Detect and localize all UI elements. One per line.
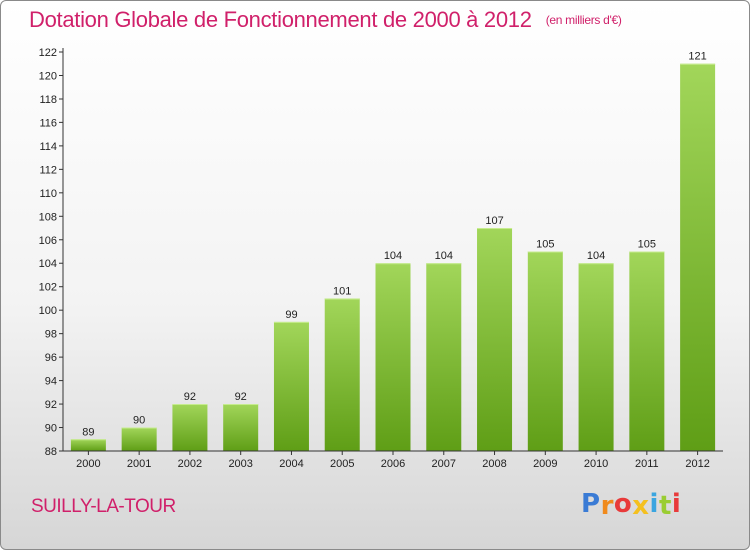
x-axis: 2000 2001 2002 2003 2004 2005 2006 2007 2008 2009…	[63, 450, 723, 470]
x-tick-label: 2006	[381, 458, 405, 470]
x-tick-label: 2011	[635, 458, 659, 470]
data-label: 107	[485, 215, 503, 227]
y-tick-label: 104	[39, 258, 57, 270]
y-tick-label: 102	[39, 282, 57, 294]
data-label: 99	[285, 309, 297, 321]
data-label: 104	[435, 250, 453, 262]
data-label: 105	[536, 239, 554, 251]
bars: 89 90 92 92 99 101 104 104 107 105 104 105 121	[70, 51, 716, 452]
bar-2011	[629, 251, 665, 451]
data-label: 101	[333, 285, 351, 297]
logo-letter: i	[649, 489, 659, 519]
bar-2000	[70, 439, 106, 451]
y-tick-label: 120	[39, 70, 57, 82]
bar-2005	[324, 298, 360, 451]
bar-2007	[426, 263, 462, 451]
bar-2002	[172, 404, 208, 451]
y-tick-label: 106	[39, 235, 57, 247]
x-tick-label: 2008	[482, 458, 506, 470]
y-tick-label: 112	[39, 164, 57, 176]
logo-letter: i	[671, 489, 682, 519]
data-label: 104	[587, 250, 605, 262]
logo-letter: x	[632, 491, 650, 521]
logo-letter: r	[600, 491, 614, 521]
place-name: SUILLY-LA-TOUR	[31, 496, 176, 517]
data-label: 121	[688, 51, 706, 63]
y-tick-label: 100	[39, 305, 57, 317]
bar-2001	[121, 427, 157, 451]
data-label: 92	[184, 391, 196, 403]
y-tick-label: 114	[39, 141, 57, 153]
x-tick-label: 2004	[279, 458, 303, 470]
x-tick-label: 2007	[432, 458, 456, 470]
data-label: 104	[384, 250, 402, 262]
bar-2006	[375, 263, 411, 451]
y-tick-label: 122	[39, 47, 57, 59]
x-tick-label: 2001	[127, 458, 151, 470]
y-tick-label: 116	[39, 117, 57, 129]
bar-2010	[578, 263, 614, 451]
y-tick-label: 118	[39, 94, 57, 106]
logo-letter: t	[658, 491, 672, 521]
y-tick-label: 96	[45, 352, 57, 364]
data-label: 90	[133, 415, 145, 427]
x-tick-label: 2010	[584, 458, 608, 470]
y-axis: 88 90 92 94 96 98 100 102 104 106 108 110 112 114 116 1…	[39, 47, 64, 458]
y-tick-label: 94	[45, 376, 57, 388]
title-text: Dotation Globale de Fonctionnement de 20…	[29, 7, 532, 32]
y-tick-label: 110	[39, 188, 57, 200]
x-tick-label: 2012	[685, 458, 709, 470]
x-tick-label: 2009	[533, 458, 557, 470]
data-label: 89	[82, 426, 94, 438]
chart-title: Dotation Globale de Fonctionnement de 20…	[29, 7, 622, 33]
x-tick-label: 2003	[228, 458, 252, 470]
logo-letter: o	[613, 489, 633, 519]
x-tick-label: 2000	[76, 458, 100, 470]
bar-2004	[273, 321, 309, 451]
chart-subtitle: (en milliers d'€)	[545, 13, 622, 27]
y-tick-label: 88	[45, 446, 57, 458]
data-label: 92	[235, 391, 247, 403]
proxiti-logo[interactable]: Proxiti	[581, 489, 682, 521]
bar-2012	[680, 63, 716, 452]
x-tick-label: 2002	[178, 458, 202, 470]
x-tick-label: 2005	[330, 458, 354, 470]
y-tick-label: 92	[45, 399, 57, 411]
y-tick-label: 98	[45, 329, 57, 341]
bar-2003	[223, 404, 259, 451]
logo-letter: P	[581, 489, 601, 519]
data-label: 105	[638, 239, 656, 251]
y-tick-label: 108	[39, 211, 57, 223]
bar-2008	[477, 228, 513, 451]
y-tick-label: 90	[45, 423, 57, 435]
bar-2009	[527, 251, 563, 451]
